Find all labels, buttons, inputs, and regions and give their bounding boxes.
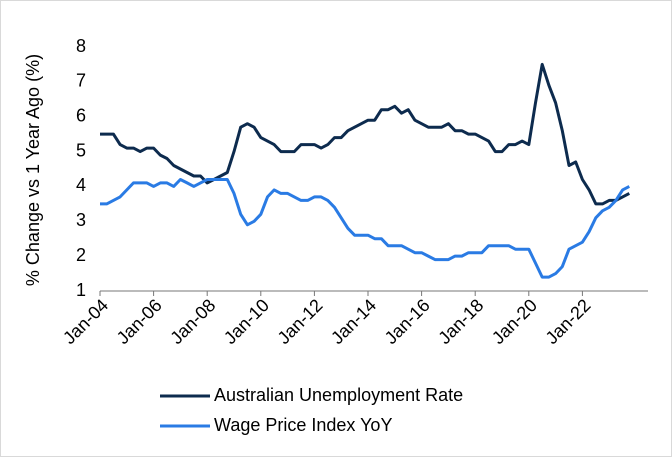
legend-label: Australian Unemployment Rate	[214, 385, 463, 405]
y-tick-label: 7	[76, 71, 86, 91]
y-tick-label: 4	[76, 175, 86, 195]
y-axis-label: % Change vs 1 Year Ago (%)	[23, 54, 43, 286]
y-tick-label: 8	[76, 36, 86, 56]
y-tick-label: 2	[76, 245, 86, 265]
y-tick-label: 3	[76, 210, 86, 230]
legend-label: Wage Price Index YoY	[214, 415, 392, 435]
y-tick-label: 1	[76, 280, 86, 300]
series-line	[100, 178, 630, 279]
y-tick-label: 6	[76, 105, 86, 125]
series-line	[100, 62, 630, 206]
y-tick-label: 5	[76, 140, 86, 160]
